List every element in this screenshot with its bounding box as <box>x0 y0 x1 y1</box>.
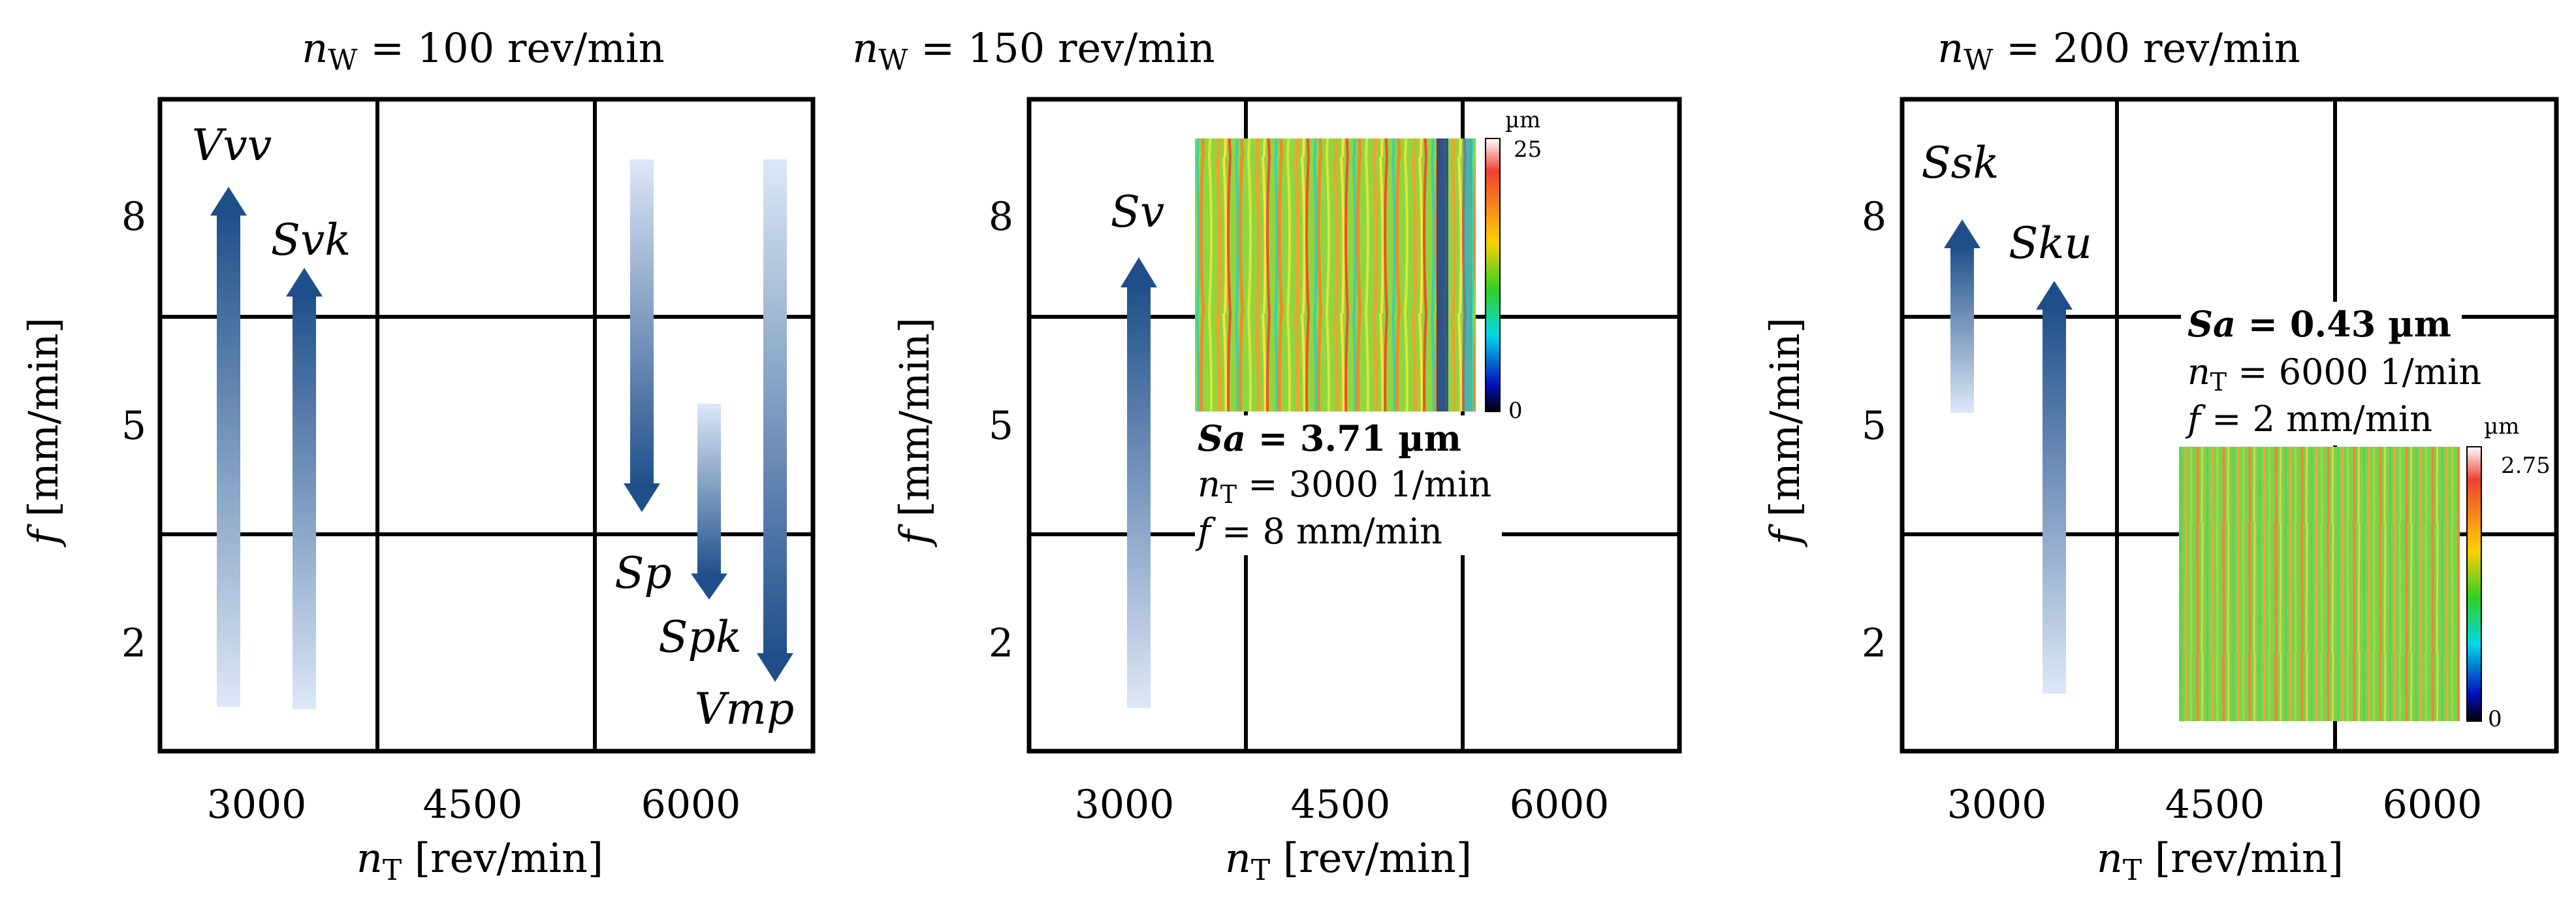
nt-value: nT = 6000 1/min <box>2187 351 2481 396</box>
y-tick-label: 5 <box>1862 403 1886 449</box>
arrow-label: Vvv <box>192 120 272 170</box>
arrow-label: Vmp <box>695 684 795 734</box>
arrow-label: Ssk <box>1921 138 1999 188</box>
x-axis-label: nT [rev/min] <box>2097 834 2344 887</box>
colorbar-unit: µm <box>2484 413 2519 440</box>
sa-value: Sa = 0.43 µm <box>2187 303 2451 345</box>
x-tick-label: 4500 <box>423 782 523 828</box>
plot-frame <box>157 97 816 754</box>
x-tick-label: 6000 <box>1510 782 1610 828</box>
f-value: f = 2 mm/min <box>2185 398 2432 440</box>
arrow-sv: Sv <box>1111 187 1165 708</box>
x-tick-label: 4500 <box>2165 782 2265 828</box>
colorbar-unit: µm <box>1505 107 1540 133</box>
colorbar <box>2466 446 2482 722</box>
panel-title: nW = 150 rev/min <box>852 24 1215 77</box>
x-axis-label: nT [rev/min] <box>1225 834 1472 887</box>
colorbar-max: 25 <box>1514 137 1542 163</box>
y-tick-label: 5 <box>121 403 146 449</box>
colorbar-max: 2.75 <box>2501 453 2551 479</box>
arrow-ssk: Ssk <box>1921 138 1999 413</box>
panel-nw-150: nW = 150 rev/min 3000 4500 6000 8 5 2 nT… <box>852 24 1682 887</box>
arrow-spk: Spk <box>658 404 742 662</box>
colorbar-min: 0 <box>2488 706 2502 732</box>
y-tick-label: 8 <box>1862 194 1886 240</box>
surface-topography-image <box>1195 138 1476 412</box>
panel-nw-200: nW = 200 rev/min 3000 4500 6000 8 5 2 nT… <box>1761 24 2559 887</box>
panel-title: nW = 100 rev/min <box>302 24 664 77</box>
sa-value: Sa = 3.71 µm <box>1198 417 1461 459</box>
plot-frame <box>1026 97 1682 754</box>
arrow-vvv: Vvv <box>192 120 272 707</box>
y-tick-label: 5 <box>989 403 1013 449</box>
arrow-label: Sv <box>1111 187 1165 237</box>
arrow-label: Svk <box>271 215 351 265</box>
y-tick-label: 8 <box>989 194 1013 240</box>
arrow-label: Spk <box>658 612 741 662</box>
y-tick-label: 2 <box>121 621 146 666</box>
f-value: f = 8 mm/min <box>1195 511 1442 552</box>
x-tick-label: 6000 <box>2383 782 2483 828</box>
x-tick-label: 6000 <box>641 782 741 828</box>
panel-nw-100: nW = 100 rev/min 3000 4500 6000 8 5 2 nT… <box>20 24 816 887</box>
y-tick-label: 2 <box>989 621 1013 666</box>
y-axis-label: f [mm/min] <box>891 317 938 547</box>
panel-title: nW = 200 rev/min <box>1937 24 2300 77</box>
nt-value: nT = 3000 1/min <box>1198 464 1491 509</box>
y-axis-label: f [mm/min] <box>20 317 67 547</box>
x-tick-label: 3000 <box>207 782 307 828</box>
y-tick-label: 8 <box>121 194 146 240</box>
colorbar-min: 0 <box>1508 398 1523 424</box>
y-axis-label: f [mm/min] <box>1761 317 1809 547</box>
x-axis-label: nT [rev/min] <box>357 834 603 887</box>
colorbar <box>1485 138 1501 412</box>
arrow-svk: Svk <box>271 215 351 709</box>
surface-inset: Sa = 0.43 µm nT = 6000 1/min f = 2 mm/mi… <box>2179 302 2551 732</box>
surface-inset: µm 25 0 Sa = 3.71 µm nT = 3000 1/min f =… <box>1195 107 1542 555</box>
arrow-label: Sku <box>2009 218 2092 268</box>
x-tick-label: 3000 <box>1947 782 2047 828</box>
arrow-sp: Sp <box>614 159 672 598</box>
arrow-label: Sp <box>614 548 671 598</box>
arrow-sku: Sku <box>2009 218 2092 694</box>
surface-topography-image <box>2179 447 2460 721</box>
x-tick-label: 4500 <box>1291 782 1391 828</box>
x-tick-label: 3000 <box>1075 782 1175 828</box>
arrow-vmp: Vmp <box>695 159 795 734</box>
y-tick-label: 2 <box>1862 621 1886 666</box>
plot-frame <box>1900 97 2559 754</box>
